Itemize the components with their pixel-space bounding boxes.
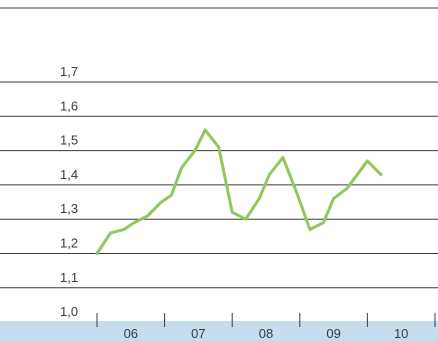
y-tick-label: 1,3 [60, 201, 78, 216]
x-tick-label: 06 [124, 326, 138, 341]
y-tick-label: 1,6 [60, 98, 78, 113]
series-line [95, 128, 383, 255]
x-tick-labels: 06 07 08 09 10 [124, 326, 409, 341]
x-axis-band [0, 321, 438, 341]
y-tick-label: 1,2 [60, 236, 78, 251]
x-tick-label: 08 [259, 326, 273, 341]
x-tick-label: 09 [326, 326, 340, 341]
y-tick-label: 1,4 [60, 167, 78, 182]
x-tick-label: 10 [394, 326, 408, 341]
x-tick-label: 07 [191, 326, 205, 341]
data-series [95, 128, 383, 255]
y-tick-label: 1,0 [60, 304, 78, 319]
x-tick-marks [96, 313, 436, 327]
y-tick-label: 1,5 [60, 133, 78, 148]
y-tick-label: 1,1 [60, 270, 78, 285]
y-tick-label: 1,7 [60, 64, 78, 79]
y-tick-labels: 1,7 1,6 1,5 1,4 1,3 1,2 1,1 1,0 [60, 64, 78, 319]
